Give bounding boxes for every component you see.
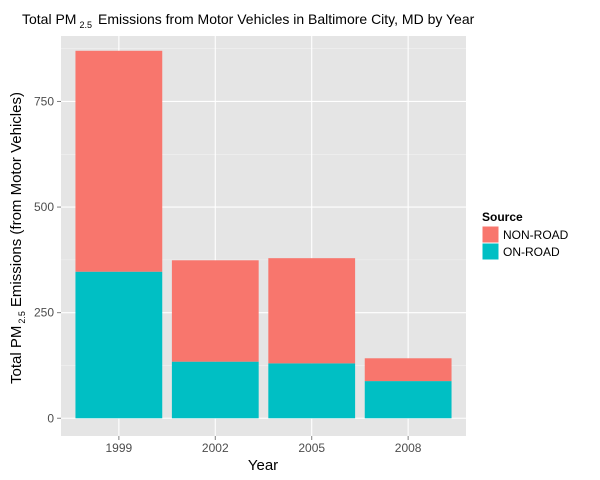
x-axis: 1999 2002 2005 2008: [106, 436, 422, 455]
y-tick-label: 0: [47, 411, 54, 425]
x-tick-label: 2005: [298, 441, 325, 455]
y-tick-label: 250: [34, 306, 54, 320]
bar-non-road-2008: [364, 358, 452, 382]
x-tick-label: 1999: [106, 441, 133, 455]
x-tick-label: 2008: [395, 441, 422, 455]
x-axis-title: Year: [248, 457, 278, 474]
legend-label-on-road: ON-ROAD: [503, 245, 560, 259]
bar-on-road-2005: [268, 363, 356, 419]
legend: Source NON-ROAD ON-ROAD: [481, 210, 569, 261]
y-axis: 0 250 500 750: [34, 94, 61, 425]
y-axis-title-suffix: Emissions (from Motor Vehicles): [8, 92, 25, 307]
legend-key-non-road: [481, 225, 500, 244]
legend-title: Source: [482, 210, 523, 224]
y-axis-title-prefix: Total PM: [8, 326, 25, 384]
bar-on-road-2002: [171, 361, 259, 419]
bars: [75, 50, 452, 419]
bar-non-road-2005: [268, 258, 356, 364]
chart-title-subscript: 2.5: [79, 20, 92, 30]
chart-title: Total PM 2.5 Emissions from Motor Vehicles…: [22, 11, 475, 30]
bar-on-road-1999: [75, 271, 163, 419]
y-tick-label: 750: [34, 94, 54, 108]
chart-title-prefix: Total PM: [22, 11, 76, 27]
bar-non-road-2002: [171, 260, 259, 362]
legend-key-on-road: [481, 242, 500, 261]
chart-title-suffix: Emissions from Motor Vehicles in Baltimo…: [98, 11, 475, 27]
y-axis-title-subscript: 2.5: [17, 311, 27, 324]
y-tick-label: 500: [34, 200, 54, 214]
y-axis-title: Total PM 2.5 Emissions (from Motor Vehicle…: [8, 92, 27, 384]
bar-non-road-1999: [75, 50, 163, 272]
legend-label-non-road: NON-ROAD: [503, 228, 569, 242]
bar-on-road-2008: [364, 381, 452, 419]
x-tick-label: 2002: [202, 441, 229, 455]
